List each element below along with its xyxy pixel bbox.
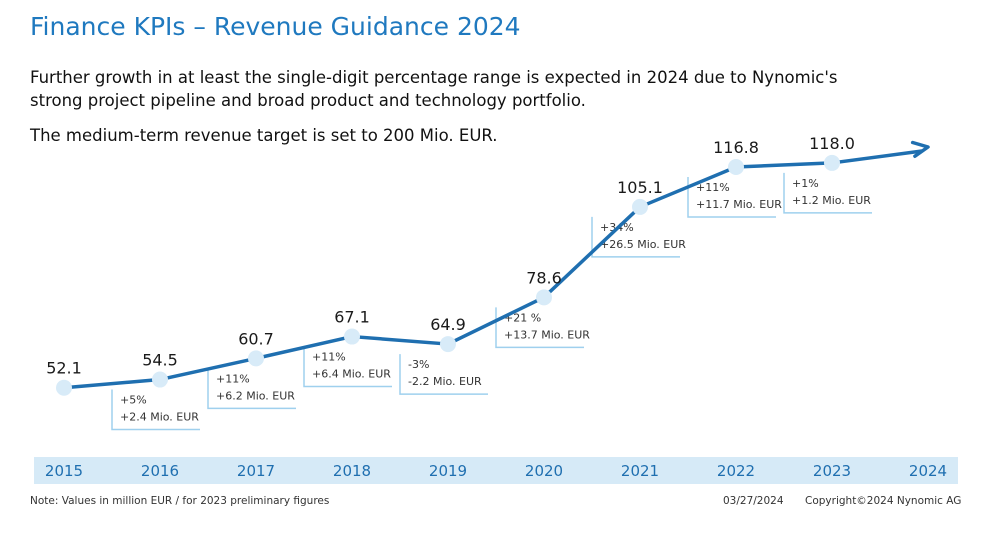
data-label: 105.1 [617,178,663,197]
growth-bracket [399,354,488,395]
growth-absolute: +1.2 Mio. EUR [792,194,871,207]
target-paragraph: The medium-term revenue target is set to… [30,126,498,145]
growth-percent: +11% [216,372,250,385]
x-tick-label: 2015 [45,462,83,480]
footer-copyright: Copyright©2024 Nynomic AG [805,495,962,507]
guidance-paragraph: Further growth in at least the single-di… [30,68,838,110]
growth-bracket [783,172,872,214]
x-tick-label: 2020 [525,462,563,480]
growth-bracket [207,368,296,410]
growth-bracket [111,389,200,431]
page-title: Finance KPIs – Revenue Guidance 2024 [30,12,521,41]
data-point [632,198,648,215]
x-axis-band [34,457,958,484]
data-point [536,289,552,306]
data-point [56,379,72,396]
footnote: Note: Values in million EUR / for 2023 p… [30,495,330,507]
growth-absolute: +6.2 Mio. EUR [216,389,295,402]
data-label: 118.0 [809,134,855,153]
data-label: 60.7 [238,329,274,348]
revenue-line [63,161,833,390]
x-tick-label: 2018 [333,462,371,480]
growth-percent: +1% [792,177,819,190]
data-point [728,159,744,176]
data-label: 52.1 [46,359,82,378]
data-label: 64.9 [430,315,466,334]
data-label: 116.8 [713,138,759,157]
growth-absolute: +6.4 Mio. EUR [312,368,391,381]
growth-percent: +11% [696,181,730,194]
growth-absolute: +11.7 Mio. EUR [696,198,782,211]
growth-percent: +21 % [504,311,541,324]
data-point [440,336,456,353]
growth-absolute: +26.5 Mio. EUR [600,238,686,251]
footer-date: 03/27/2024 [723,495,784,507]
data-label: 67.1 [334,308,370,327]
growth-absolute: -2.2 Mio. EUR [408,375,482,388]
data-label: 78.6 [526,268,562,287]
x-tick-label: 2017 [237,462,275,480]
data-point [152,371,168,388]
growth-bracket [687,177,776,218]
growth-percent: +5% [120,394,147,407]
x-tick-label: 2024 [909,462,947,480]
trend-arrow-shaft [831,149,923,165]
growth-percent: -3% [408,358,429,371]
growth-absolute: +13.7 Mio. EUR [504,328,590,341]
x-tick-label: 2019 [429,462,467,480]
data-point [344,328,360,345]
x-tick-label: 2016 [141,462,179,480]
data-point [248,350,264,367]
x-tick-label: 2023 [813,462,851,480]
x-tick-label: 2021 [621,462,659,480]
growth-bracket [303,346,392,388]
data-point [824,154,840,171]
data-label: 54.5 [142,351,178,370]
growth-percent: +11% [312,351,346,364]
trend-arrow-head [910,140,930,158]
x-tick-label: 2022 [717,462,755,480]
growth-bracket [591,216,680,258]
growth-absolute: +2.4 Mio. EUR [120,411,199,424]
